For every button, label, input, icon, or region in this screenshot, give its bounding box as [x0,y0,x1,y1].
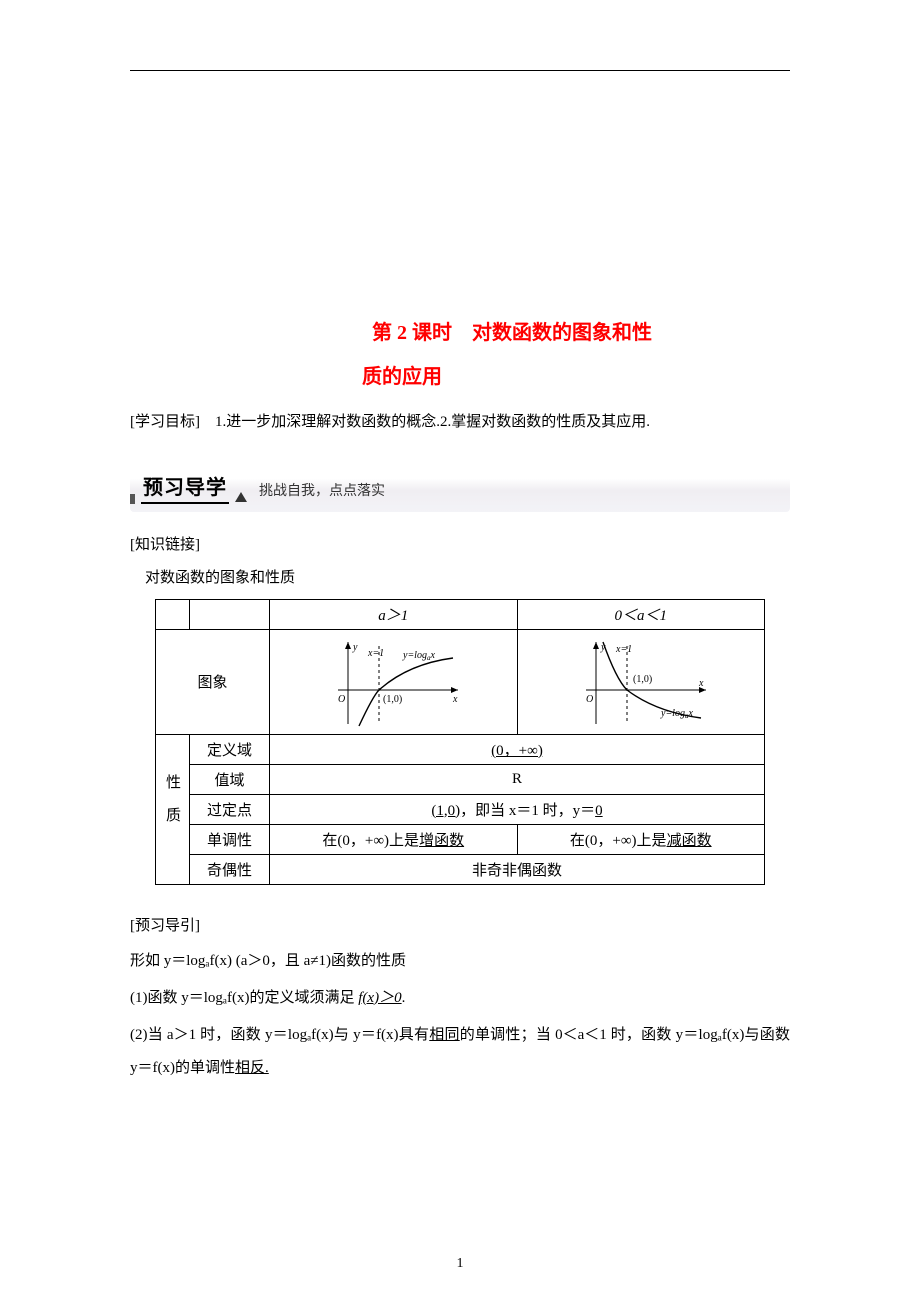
fixed-point-2: 0 [595,803,603,819]
table-row: 奇偶性 非奇非偶函数 [156,854,765,884]
table-row: 单调性 在(0，+∞)上是增函数 在(0，+∞)上是减函数 [156,824,765,854]
group-label-properties: 性质 [156,734,190,884]
banner-triangle-icon [235,492,247,502]
cell-text: 0＜a＜1 [614,608,667,624]
cell-text: (0，+∞) [491,743,543,759]
x-axis-label: x [452,694,458,705]
text: (1)函数 y＝logₐf(x)的定义域须满足 [130,990,358,1006]
text: . [402,990,406,1006]
knowledge-link-intro: 对数函数的图象和性质 [145,564,790,593]
x-axis-label: x [698,678,704,689]
banner-subtitle: 挑战自我，点点落实 [259,480,385,500]
cell-range: R [270,764,765,794]
mono-left-u: 增函数 [419,833,464,849]
log-graph-decreasing-icon: y x x=1 y=logax (1,0) O [561,634,721,730]
cell-text: a＞1 [378,608,408,624]
th-a-gt-1: a＞1 [270,599,518,629]
preread-header: [预习导引] [130,911,790,941]
table-row: 过定点 (1,0)，即当 x＝1 时，y＝0 [156,794,765,824]
preread-item-1: (1)函数 y＝logₐf(x)的定义域须满足 f(x)＞0. [130,982,790,1015]
origin-label: O [338,694,345,705]
log-graph-increasing-icon: y x x=1 y=logax (1,0) O [313,634,473,730]
point-label: (1,0) [383,694,402,705]
row-label-image: 图象 [156,629,270,734]
curve-label: y=logax [660,708,693,720]
cell-domain: (0，+∞) [270,734,765,764]
graph-cell-decreasing: y x x=1 y=logax (1,0) O [517,629,765,734]
fixed-mid: ，即当 x＝1 时，y＝ [460,803,595,819]
page-content: 第 2 课时 对数函数的图象和性 质的应用 [学习目标] 1.进一步加深理解对数… [0,0,920,1085]
page-number: 1 [0,1256,920,1272]
cell-parity: 非奇非偶函数 [270,854,765,884]
table-row: a＞1 0＜a＜1 [156,599,765,629]
row-label-domain: 定义域 [190,734,270,764]
banner-tick-icon [130,494,135,504]
properties-table: a＞1 0＜a＜1 图象 y x x=1 y=logax (1,0) O [155,599,765,885]
graph-cell-increasing: y x x=1 y=logax (1,0) O [270,629,518,734]
mono-right-prefix: 在(0，+∞)上是 [570,833,667,849]
row-label-range: 值域 [190,764,270,794]
banner-label: 预习导学 [141,471,229,504]
dash-label: x=1 [367,648,384,659]
knowledge-link-header: [知识链接] [130,530,790,560]
text-underlined: f(x)＞0 [358,990,401,1006]
mono-left-prefix: 在(0，+∞)上是 [322,833,419,849]
cell-text: 性质 [162,774,183,840]
text-underlined: 相反. [235,1060,269,1076]
preread-item-2: (2)当 a＞1 时，函数 y＝logₐf(x)与 y＝f(x)具有相同的单调性… [130,1019,790,1085]
row-label-fixed-point: 过定点 [190,794,270,824]
th-blank [156,599,190,629]
top-rule [130,70,790,71]
preread-intro: 形如 y＝logₐf(x) (a＞0，且 a≠1)函数的性质 [130,945,790,978]
th-a-lt-1: 0＜a＜1 [517,599,765,629]
th-blank [190,599,270,629]
dash-label: x=1 [615,644,632,655]
point-label: (1,0) [633,674,652,685]
y-axis-label: y [600,642,606,653]
text-underlined: 相同 [429,1027,459,1043]
table-row: 值域 R [156,764,765,794]
origin-label: O [586,694,593,705]
cell-mono-left: 在(0，+∞)上是增函数 [270,824,518,854]
text: (2)当 a＞1 时，函数 y＝logₐf(x)与 y＝f(x)具有 [130,1027,429,1043]
learning-objective: [学习目标] 1.进一步加深理解对数函数的概念.2.掌握对数函数的性质及其应用. [130,409,790,436]
y-axis-label: y [352,642,358,653]
row-label-monotonicity: 单调性 [190,824,270,854]
lesson-title: 第 2 课时 对数函数的图象和性 质的应用 [372,311,790,399]
title-line-2: 质的应用 [362,355,790,399]
row-label-parity: 奇偶性 [190,854,270,884]
title-line-1: 第 2 课时 对数函数的图象和性 [372,322,652,344]
section-banner-prestudy: 预习导学 挑战自我，点点落实 [130,464,790,512]
cell-fixed-point: (1,0)，即当 x＝1 时，y＝0 [270,794,765,824]
table-row: 性质 定义域 (0，+∞) [156,734,765,764]
cell-mono-right: 在(0，+∞)上是减函数 [517,824,765,854]
fixed-point-1: (1,0) [431,803,460,819]
table-row: 图象 y x x=1 y=logax (1,0) O [156,629,765,734]
curve-label: y=logax [402,650,435,662]
mono-right-u: 减函数 [667,833,712,849]
